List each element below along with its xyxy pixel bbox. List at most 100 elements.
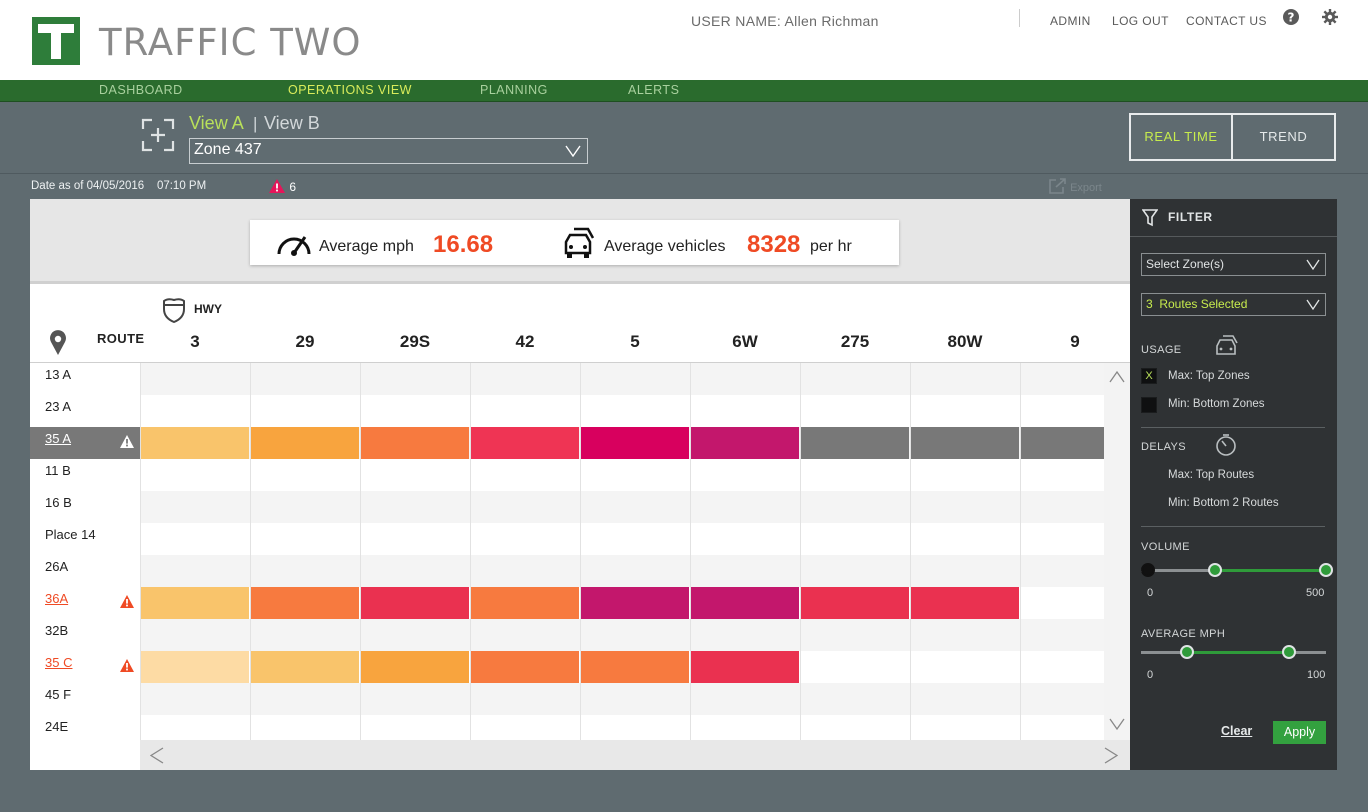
column-divider [910,363,911,740]
hwy-column-header[interactable]: 6W [732,332,758,351]
congestion-cell[interactable] [250,651,359,683]
congestion-cell[interactable] [690,427,799,459]
congestion-cell[interactable] [140,427,249,459]
data-timestamp: Date as of 04/05/2016 07:10 PM [31,180,207,192]
volume-label: VOLUME [1141,541,1190,553]
hwy-column-header[interactable]: 80W [947,332,983,351]
hwy-column-header[interactable]: 275 [840,332,870,351]
admin-link[interactable]: ADMIN [1050,14,1091,28]
congestion-cell[interactable] [580,651,689,683]
route-grid-row[interactable] [140,683,1104,715]
congestion-cell[interactable] [690,651,799,683]
vertical-scrollbar[interactable] [1104,363,1130,740]
route-name[interactable]: 35 C [30,651,140,683]
congestion-cell[interactable] [140,587,249,619]
settings-gear-icon[interactable] [1322,9,1338,25]
congestion-cell[interactable] [580,587,689,619]
congestion-cell[interactable] [360,587,469,619]
route-grid-row[interactable] [140,427,1129,459]
congestion-cell[interactable] [470,587,579,619]
congestion-cell[interactable] [580,427,689,459]
nav-planning[interactable]: PLANNING [480,83,548,97]
alert-count[interactable]: 6 [268,178,296,194]
congestion-cell[interactable] [800,427,909,459]
delays-min-option[interactable]: Min: Bottom 2 Routes [1168,497,1279,509]
vehicles-icon [564,227,595,258]
congestion-cell[interactable] [360,651,469,683]
congestion-cell[interactable] [690,587,799,619]
delays-max-option[interactable]: Max: Top Routes [1168,469,1255,481]
route-name[interactable]: 23 A [30,395,140,427]
route-grid-row[interactable] [140,619,1104,651]
trend-button[interactable]: TREND [1259,129,1308,144]
route-grid-row[interactable] [140,363,1104,395]
route-name[interactable]: 13 A [30,363,140,395]
congestion-cell[interactable] [800,587,909,619]
mph-max-handle[interactable] [1282,645,1296,659]
route-name[interactable]: 36A [30,587,140,619]
congestion-cell[interactable] [470,651,579,683]
real-time-button[interactable]: REAL TIME [1131,115,1233,159]
hwy-column-header[interactable]: 42 [515,332,535,351]
congestion-cell[interactable] [250,427,359,459]
scroll-up-icon[interactable] [1109,371,1125,383]
export-button[interactable]: Export [1049,178,1102,194]
congestion-cell[interactable] [910,427,1019,459]
nav-dashboard[interactable]: DASHBOARD [99,83,183,97]
route-grid-row[interactable] [140,459,1104,491]
route-grid-row[interactable] [140,651,1104,683]
scroll-right-icon[interactable] [1104,747,1118,764]
volume-min-handle[interactable] [1208,563,1222,577]
hwy-column-header[interactable]: 5 [630,332,640,351]
nav-operations-view[interactable]: OPERATIONS VIEW [288,83,412,97]
help-icon[interactable]: ? [1283,9,1299,25]
route-grid-row[interactable] [140,555,1104,587]
route-name[interactable]: 24E [30,715,140,747]
route-grid-row[interactable] [140,523,1104,555]
warning-icon[interactable] [119,658,135,673]
hwy-column-header[interactable]: 3 [190,332,200,351]
horizontal-scrollbar[interactable] [140,740,1130,770]
congestion-cell[interactable] [910,587,1019,619]
route-name[interactable]: 32B [30,619,140,651]
routes-filter-select[interactable]: 3 Routes Selected [1141,293,1326,316]
route-name[interactable]: 16 B [30,491,140,523]
column-divider [470,363,471,740]
route-name[interactable]: 26A [30,555,140,587]
hwy-column-header[interactable]: 29S [399,332,431,351]
hwy-label: HWY [194,302,222,316]
zone-select[interactable]: Zone 437 [189,138,588,164]
route-name[interactable]: 45 F [30,683,140,715]
usage-min-checkbox[interactable] [1141,397,1157,413]
scroll-down-icon[interactable] [1109,718,1125,730]
route-name[interactable]: 35 A [30,427,140,459]
zone-filter-select[interactable]: Select Zone(s) [1141,253,1326,276]
scroll-left-icon[interactable] [150,747,164,764]
hwy-column-header[interactable]: 9 [1070,332,1080,351]
mph-min-handle[interactable] [1180,645,1195,659]
warning-icon[interactable] [119,434,135,449]
route-grid-row[interactable] [140,395,1104,427]
nav-alerts[interactable]: ALERTS [628,83,680,97]
congestion-cell[interactable] [360,427,469,459]
clear-button[interactable]: Clear [1221,724,1253,738]
congestion-cell[interactable] [140,651,249,683]
view-a-tab[interactable]: View A [189,113,244,133]
warning-icon[interactable] [119,594,135,609]
volume-max-handle[interactable] [1319,563,1333,577]
congestion-cell[interactable] [250,587,359,619]
route-name[interactable]: Place 14 [30,523,140,555]
route-grid-row[interactable] [140,491,1104,523]
logout-link[interactable]: LOG OUT [1112,14,1169,28]
route-label: 45 F [45,687,72,702]
apply-button[interactable]: Apply [1273,721,1326,744]
focus-view-icon[interactable] [141,118,175,152]
hwy-column-header[interactable]: 29 [295,332,315,351]
route-name[interactable]: 11 B [30,459,140,491]
contact-us-link[interactable]: CONTACT US [1186,14,1267,28]
usage-max-checkbox[interactable]: X [1141,368,1157,384]
route-grid-row[interactable] [140,587,1104,619]
mph-slider-fill [1187,651,1289,654]
view-b-tab[interactable]: View B [264,113,320,133]
congestion-cell[interactable] [470,427,579,459]
